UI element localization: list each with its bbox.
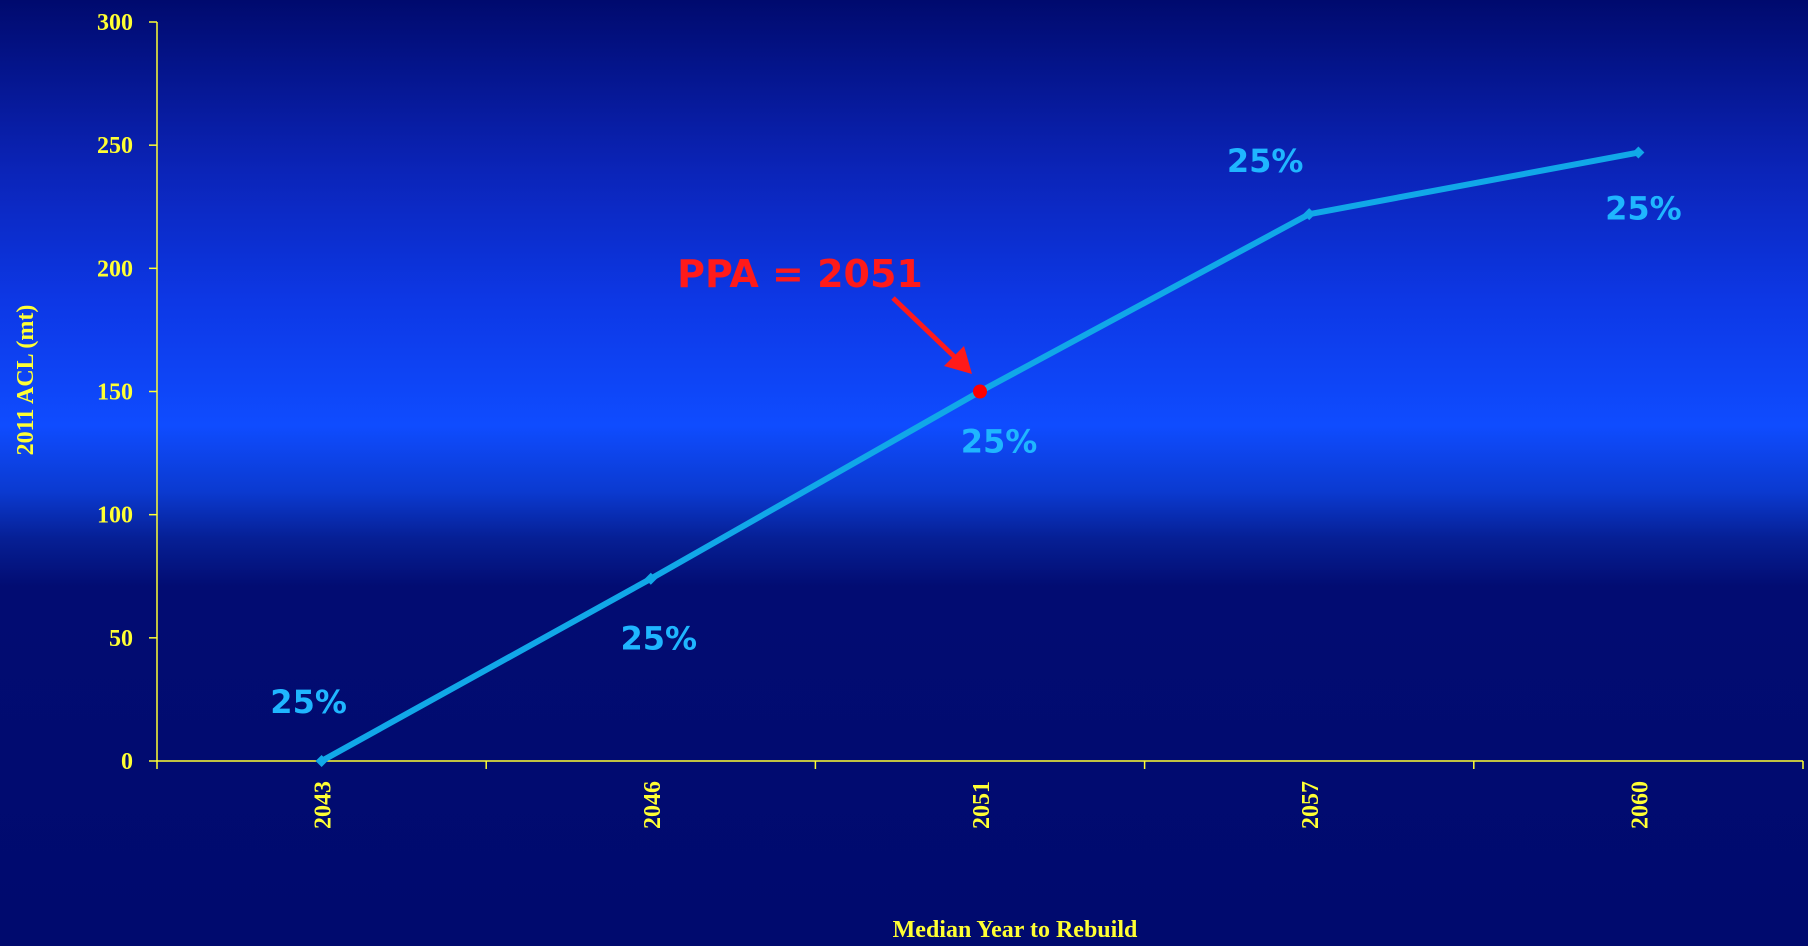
x-axis: 2043 2046 2051 2057 2060	[156, 760, 1804, 829]
y-axis-title: 2011 ACL (mt)	[13, 305, 39, 456]
annotation-arrow-head	[944, 346, 972, 374]
data-point	[1632, 146, 1645, 159]
data-label: 25%	[1227, 142, 1304, 180]
y-tick-label: 150	[97, 380, 133, 406]
ppa-annotation: PPA = 2051	[677, 252, 972, 374]
data-point	[1303, 208, 1316, 221]
y-tick-label: 0	[121, 749, 133, 775]
x-axis-title: Median Year to Rebuild	[893, 917, 1138, 943]
data-label: 25%	[270, 683, 347, 721]
x-tick-label: 2051	[969, 781, 995, 829]
data-label: 25%	[621, 620, 698, 658]
x-tick-label: 2046	[640, 781, 666, 829]
y-axis: 0 50 100 150 200 250 300	[97, 10, 158, 775]
series-line-group	[315, 146, 1645, 767]
y-tick-label: 200	[97, 256, 133, 282]
data-labels: 25% 25% 25% 25% 25%	[270, 142, 1681, 721]
y-tick-label: 100	[97, 503, 133, 529]
x-tick-label: 2057	[1298, 781, 1324, 829]
annotation-text: PPA = 2051	[677, 252, 923, 296]
highlight-point	[973, 384, 987, 399]
data-label: 25%	[961, 423, 1038, 461]
y-tick-label: 50	[109, 626, 133, 652]
y-tick-label: 250	[97, 133, 133, 159]
data-point	[644, 572, 657, 585]
x-tick-label: 2060	[1627, 781, 1653, 829]
x-tick-label: 2043	[311, 781, 337, 829]
data-point	[315, 755, 328, 767]
annotation-arrow-shaft	[891, 296, 964, 366]
y-tick-label: 300	[97, 10, 133, 36]
data-label: 25%	[1605, 190, 1682, 228]
